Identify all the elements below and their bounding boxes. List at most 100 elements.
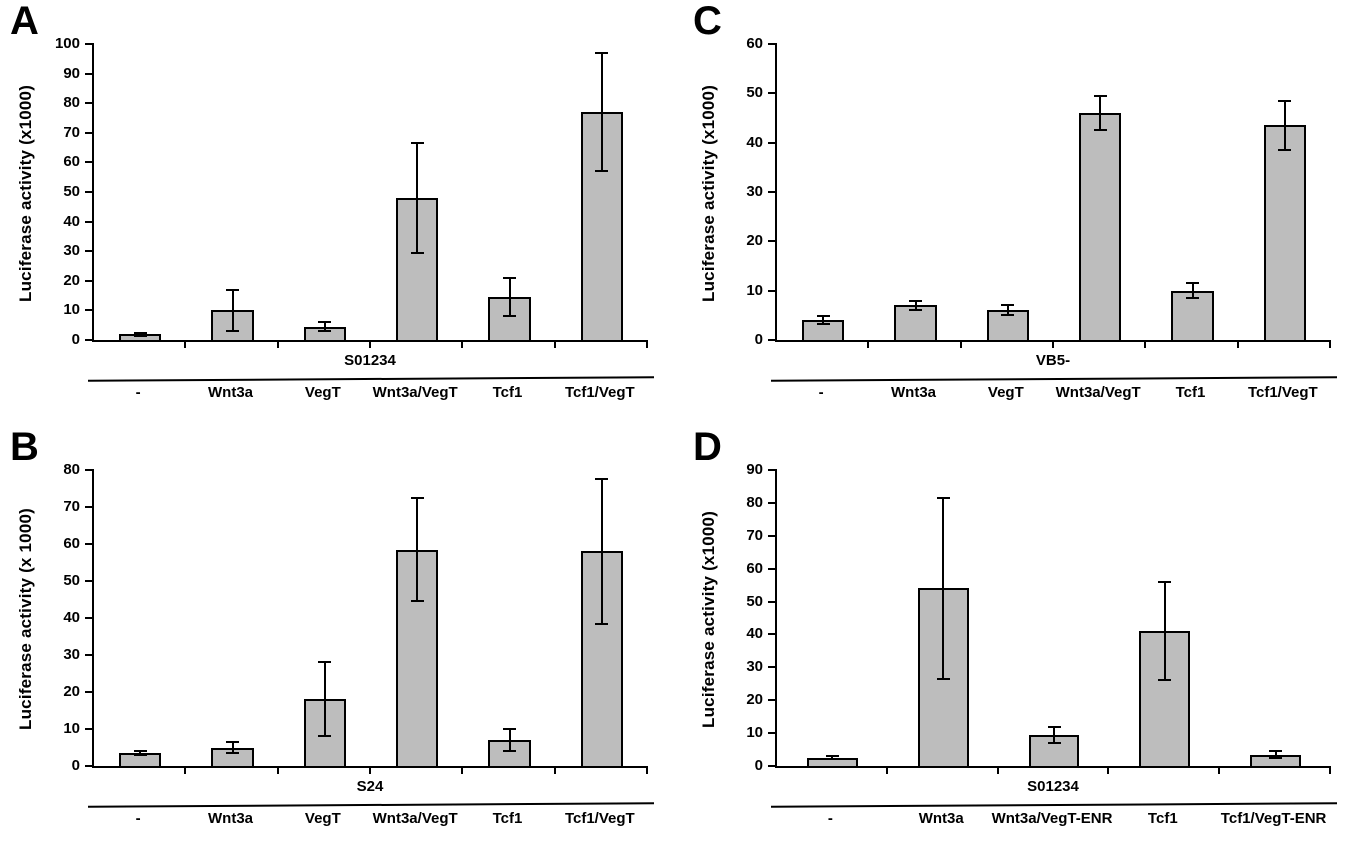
- error-bar-cap-bottom: [936, 677, 950, 680]
- y-tick-mark: [85, 506, 94, 508]
- error-bar-cap-top: [410, 496, 424, 499]
- y-tick-mark: [768, 732, 777, 735]
- bar: [1078, 113, 1122, 340]
- y-tick-label: 20: [63, 271, 80, 289]
- y-tick-label: 40: [63, 212, 80, 230]
- error-bar-cap-top: [595, 51, 609, 54]
- error-bar: [600, 52, 603, 172]
- x-category-label: Wnt3a/VegT: [372, 384, 458, 401]
- y-tick-label: 20: [746, 232, 763, 250]
- error-bar-cap-top: [1093, 94, 1107, 97]
- x-tick-mark: [1052, 340, 1054, 348]
- y-tick-mark: [768, 666, 777, 669]
- y-tick-label: 10: [63, 301, 80, 319]
- x-category-label: Tcf1/VegT-ENR: [1220, 810, 1327, 827]
- x-tick-mark: [996, 766, 999, 774]
- x-category-label: Wnt3a/VegT-ENR: [991, 810, 1113, 827]
- plot-area: 0 10 20 30 40 50 60 70 80: [63, 461, 648, 774]
- y-tick-label: 80: [746, 493, 763, 511]
- error-bar-cap-bottom: [909, 309, 922, 312]
- error-bar-cap-bottom: [1186, 297, 1199, 300]
- y-tick-mark: [85, 469, 94, 471]
- x-tick-mark: [959, 340, 962, 348]
- x-tick-mark: [1329, 766, 1331, 774]
- error-bar-cap-bottom: [410, 600, 424, 603]
- group-label: S24: [356, 778, 384, 795]
- error-bar-cap-top: [226, 740, 239, 743]
- group-label: S01234: [1027, 778, 1079, 795]
- error-bar: [600, 479, 603, 624]
- error-bar: [416, 143, 419, 253]
- x-category-label: -: [818, 384, 824, 401]
- error-bar-cap-bottom: [1278, 149, 1292, 152]
- error-bar: [1006, 305, 1009, 316]
- y-tick-mark: [85, 72, 94, 75]
- error-bar-cap-bottom: [595, 170, 609, 173]
- group-underline: [770, 376, 1338, 382]
- y-tick-mark: [768, 43, 777, 45]
- y-tick-mark: [85, 102, 94, 105]
- y-tick-label: 40: [746, 625, 763, 643]
- y-tick-mark: [768, 92, 777, 95]
- error-bar-cap-top: [410, 142, 424, 145]
- x-category-label: -: [135, 384, 141, 401]
- bar: [1263, 125, 1307, 340]
- error-bar: [1283, 100, 1286, 151]
- error-bar-cap-bottom: [816, 323, 830, 326]
- panel-C: C Luciferase activity (x1000) 0 10 20 30 40 5…: [683, 0, 1366, 426]
- y-tick-label: 70: [746, 526, 763, 544]
- x-category-label: Tcf1: [492, 810, 523, 827]
- y-tick-mark: [85, 339, 94, 341]
- y-tick-label: 80: [63, 461, 80, 478]
- y-tick-label: 10: [746, 724, 763, 742]
- error-bar-cap-bottom: [226, 752, 239, 755]
- y-tick-label: 10: [63, 720, 80, 737]
- error-bar: [1274, 751, 1277, 758]
- y-tick-mark: [768, 469, 777, 471]
- x-tick-mark: [461, 340, 464, 348]
- error-bar-cap-top: [936, 496, 950, 499]
- error-bar-cap-bottom: [1093, 129, 1107, 132]
- error-bar-cap-top: [318, 661, 332, 664]
- x-category-label: Wnt3a: [891, 384, 936, 401]
- error-bar-cap-top: [1001, 304, 1015, 307]
- error-bar-cap-bottom: [1269, 756, 1283, 759]
- x-category-label: Wnt3a/VegT: [372, 810, 458, 827]
- y-tick-mark: [768, 567, 777, 570]
- x-tick-mark: [184, 766, 187, 774]
- plot-area: 0 10 20 30 40 50 60: [746, 35, 1331, 348]
- panel-letter: C: [693, 0, 722, 43]
- error-bar-cap-top: [226, 288, 239, 291]
- y-tick-label: 90: [746, 461, 763, 478]
- panel-A: A Luciferase activity (x1000) 0 10 20 30 40 5…: [0, 0, 683, 426]
- y-tick-mark: [85, 220, 94, 223]
- error-bar-cap-top: [1269, 750, 1283, 753]
- category-labels: - Wnt3a VegT Wnt3a/VegT Tcf1 Tcf1/VegT: [92, 384, 648, 406]
- y-tick-label: 20: [746, 691, 763, 709]
- error-bar: [1099, 95, 1102, 131]
- error-bar: [139, 751, 142, 755]
- error-bar-cap-top: [1047, 725, 1061, 728]
- x-category-label: VegT: [987, 384, 1024, 401]
- error-bar: [1191, 283, 1194, 299]
- y-tick-mark: [768, 339, 777, 341]
- x-tick-mark: [276, 340, 279, 348]
- y-tick-label: 50: [746, 592, 763, 610]
- x-category-label: Wnt3a: [918, 810, 964, 827]
- x-tick-mark: [1236, 340, 1239, 348]
- y-tick-mark: [768, 699, 777, 702]
- error-bar-cap-bottom: [1158, 679, 1172, 682]
- error-bar-cap-bottom: [503, 750, 516, 753]
- y-tick-mark: [85, 131, 94, 134]
- x-category-label: VegT: [304, 810, 341, 827]
- error-bar-cap-bottom: [226, 330, 239, 333]
- y-tick-label: 0: [754, 331, 763, 348]
- y-tick-label: 10: [746, 281, 763, 299]
- y-tick-mark: [768, 501, 777, 504]
- error-bar-cap-bottom: [595, 622, 609, 625]
- y-tick-label: 20: [63, 683, 80, 700]
- group-label: VB5-: [1035, 352, 1071, 369]
- y-tick-label: 0: [71, 757, 80, 774]
- y-tick-label: 80: [63, 94, 80, 112]
